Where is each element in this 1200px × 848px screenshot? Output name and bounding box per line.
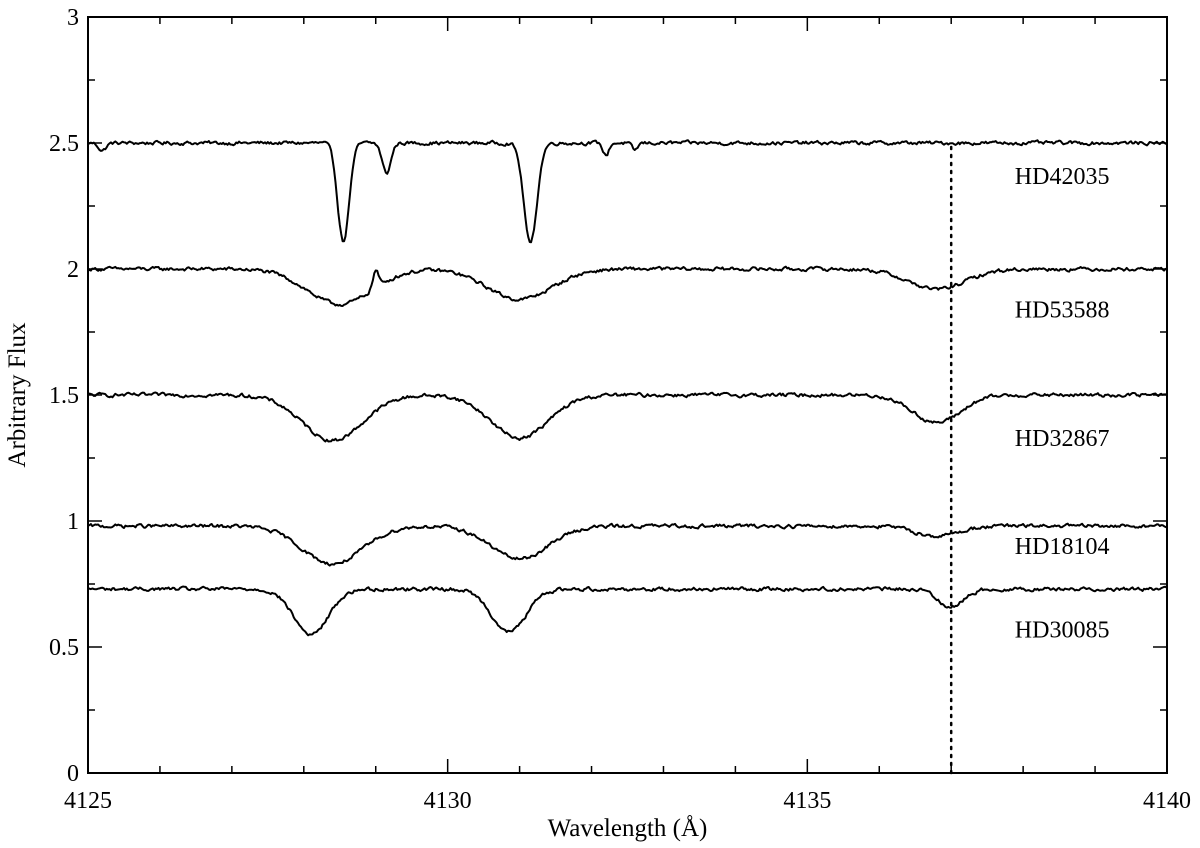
series-labels: HD42035 HD53588 HD32867 HD18104 HD30085 (1015, 164, 1110, 644)
series-label: HD32867 (1015, 426, 1110, 452)
y-tick-label: 0.5 (49, 635, 79, 661)
series-line-hd30085 (87, 585, 1168, 637)
y-tick-label: 2.5 (49, 131, 79, 157)
y-tick-label: 0 (67, 761, 79, 787)
x-tick-label: 4130 (424, 788, 472, 814)
series-label: HD42035 (1015, 164, 1110, 190)
series-line-hd18104 (87, 522, 1168, 567)
x-axis-title: Wavelength (Å) (548, 815, 708, 842)
series-line-hd53588 (87, 265, 1168, 307)
tick-labels: 4125 4130 4135 4140 0 0.5 1 1.5 2 2.5 3 (49, 5, 1191, 814)
y-axis-title: Arbitrary Flux (4, 322, 31, 468)
x-tick-label: 4125 (64, 788, 112, 814)
plot-frame (87, 16, 1168, 774)
y-tick-label: 1 (67, 509, 79, 535)
series-line-hd32867 (87, 391, 1168, 443)
series-lines (87, 139, 1168, 637)
series-label: HD18104 (1015, 534, 1110, 560)
y-tick-label: 3 (67, 5, 79, 31)
series-label: HD53588 (1015, 297, 1110, 323)
series-label: HD30085 (1015, 617, 1110, 643)
series-line-hd42035 (87, 139, 1167, 244)
y-tick-label: 1.5 (49, 383, 79, 409)
x-tick-label: 4140 (1143, 788, 1191, 814)
y-tick-label: 2 (67, 257, 79, 283)
x-tick-label: 4135 (783, 788, 831, 814)
